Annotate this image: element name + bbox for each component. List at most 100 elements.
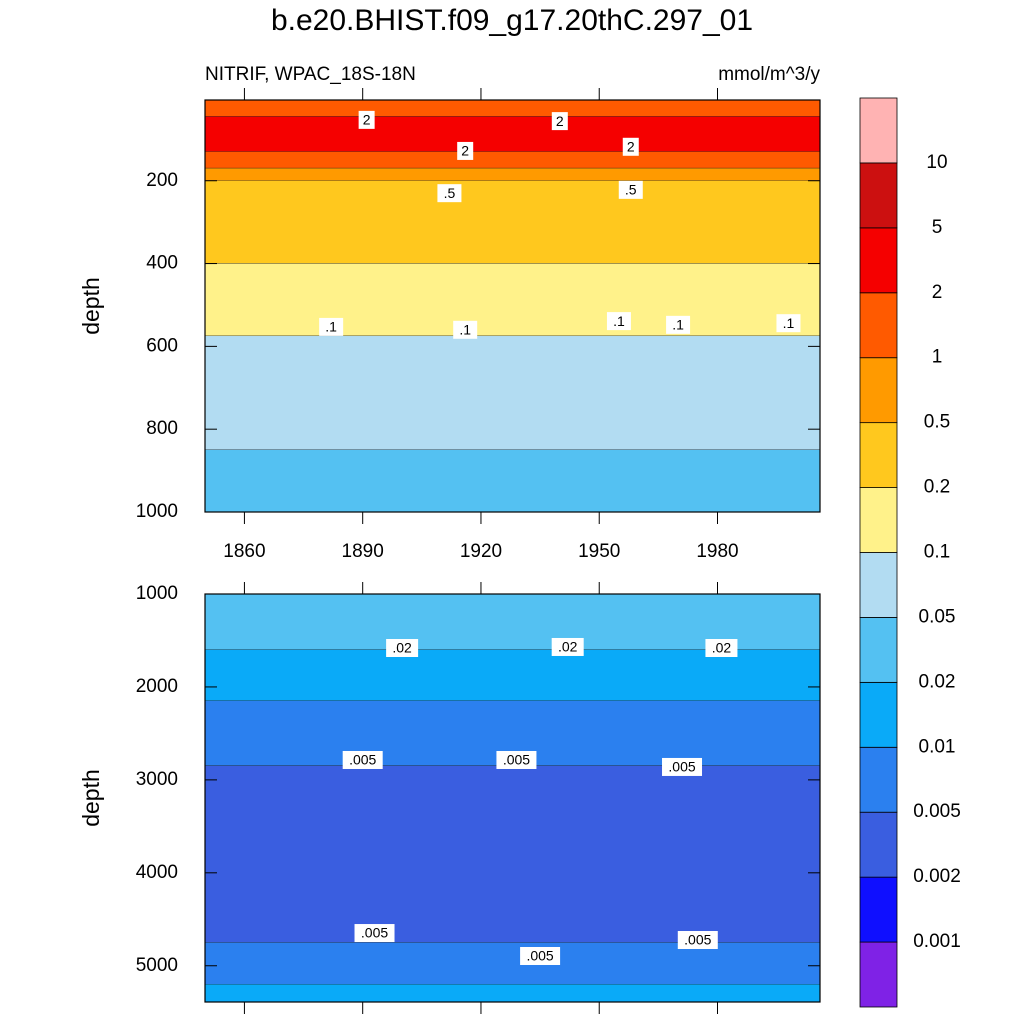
contour-label: .1 bbox=[459, 322, 471, 338]
contour-label-box bbox=[666, 315, 691, 334]
colorbar-label: 0.005 bbox=[913, 801, 961, 822]
contour-label-box bbox=[551, 112, 568, 131]
contour-label-box bbox=[358, 110, 375, 129]
contour-label-box bbox=[622, 137, 639, 156]
contour-label-box bbox=[776, 314, 801, 333]
y-tick-label: 2000 bbox=[136, 676, 178, 697]
contour-label: .02 bbox=[558, 639, 578, 655]
colorbar-label: 0.05 bbox=[919, 606, 956, 627]
contour-label-box bbox=[386, 638, 419, 657]
colorbar-label: 2 bbox=[932, 282, 943, 303]
colorbar-box bbox=[859, 811, 898, 878]
contour-label: 2 bbox=[627, 138, 635, 154]
units: mmol/m^3/y bbox=[718, 64, 820, 85]
colorbar-label: 0.1 bbox=[924, 542, 950, 563]
contour-band bbox=[205, 649, 820, 701]
x-tick-label: 1920 bbox=[460, 541, 502, 562]
contour-band bbox=[205, 180, 820, 264]
y-tick-label: 5000 bbox=[136, 955, 178, 976]
colorbar-label: 0.5 bbox=[924, 412, 950, 433]
x-tick-label: 1950 bbox=[578, 541, 620, 562]
subtitle: NITRIF, WPAC_18S-18N bbox=[205, 64, 416, 85]
contour-label: .005 bbox=[668, 759, 695, 775]
colorbar-box bbox=[859, 97, 898, 164]
chart-title: b.e20.BHIST.f09_g17.20thC.297_01 bbox=[271, 4, 753, 37]
contour-band bbox=[205, 336, 820, 450]
colorbar-label: 0.001 bbox=[913, 931, 961, 952]
colorbar-label: 0.2 bbox=[924, 477, 950, 498]
colorbar-box bbox=[859, 292, 898, 359]
colorbar-label: 0.002 bbox=[913, 866, 961, 887]
contour-band bbox=[205, 765, 820, 943]
contour-label: .02 bbox=[392, 640, 412, 656]
contour-label-box bbox=[520, 946, 561, 965]
y-tick-label: 200 bbox=[146, 170, 178, 191]
contour-label: 2 bbox=[363, 112, 371, 128]
contour-label-box bbox=[705, 638, 738, 657]
colorbar-box bbox=[859, 357, 898, 424]
colorbar-box bbox=[859, 227, 898, 294]
colorbar-label: 5 bbox=[932, 217, 943, 238]
y-tick-label: 1000 bbox=[136, 501, 178, 522]
contour-label-box bbox=[606, 312, 631, 331]
colorbar-label: 10 bbox=[926, 152, 947, 173]
contour-label-box bbox=[618, 180, 643, 199]
contour-label: .1 bbox=[672, 317, 684, 333]
contour-label: .1 bbox=[613, 313, 625, 329]
contour-label: .005 bbox=[349, 752, 376, 768]
contour-label-box bbox=[496, 750, 537, 769]
contour-band bbox=[205, 151, 820, 169]
contour-label: .5 bbox=[444, 185, 456, 201]
contour-label: .005 bbox=[684, 932, 711, 948]
contour-label: .005 bbox=[503, 752, 530, 768]
contour-label-box bbox=[453, 320, 478, 339]
contour-band bbox=[205, 116, 820, 152]
x-tick-label: 1890 bbox=[342, 541, 384, 562]
x-tick-label: 1860 bbox=[223, 541, 265, 562]
y-tick-label: 3000 bbox=[136, 769, 178, 790]
contour-band bbox=[205, 100, 820, 117]
y-tick-label: 800 bbox=[146, 418, 178, 439]
colorbar-box bbox=[859, 552, 898, 618]
y-tick-label: 400 bbox=[146, 253, 178, 274]
contour-label: .005 bbox=[361, 925, 388, 941]
colorbar-box bbox=[859, 941, 898, 1008]
x-tick-label: 1980 bbox=[696, 541, 738, 562]
contour-label: 2 bbox=[461, 143, 469, 159]
contour-label: .02 bbox=[712, 640, 732, 656]
contour-label: 2 bbox=[556, 113, 564, 129]
contour-label: .005 bbox=[526, 948, 553, 964]
contour-label: .5 bbox=[625, 182, 637, 198]
contour-label-box bbox=[662, 757, 703, 776]
plot-frame bbox=[204, 593, 821, 1003]
colorbar-box bbox=[859, 617, 898, 683]
contour-band bbox=[205, 942, 820, 985]
colorbar-box bbox=[859, 162, 898, 229]
contour-band bbox=[205, 984, 820, 1002]
contour-label: .1 bbox=[783, 315, 795, 331]
y-tick-label: 1000 bbox=[136, 583, 178, 604]
contour-label-box bbox=[551, 637, 584, 656]
colorbar-box bbox=[859, 487, 898, 553]
contour-label-box bbox=[437, 184, 462, 203]
colorbar-label: 1 bbox=[932, 347, 943, 368]
y-axis-label: depth bbox=[78, 769, 104, 827]
contour-label-box bbox=[354, 924, 395, 943]
y-tick-label: 600 bbox=[146, 335, 178, 356]
contour-label-box bbox=[677, 931, 718, 950]
colorbar-box bbox=[859, 681, 898, 748]
contour-band bbox=[205, 449, 820, 512]
colorbar-box bbox=[859, 746, 898, 813]
colorbar-box bbox=[859, 422, 898, 488]
colorbar-label: 0.02 bbox=[919, 671, 956, 692]
contour-band bbox=[205, 263, 820, 337]
plot-frame bbox=[204, 99, 821, 513]
contour-label-box bbox=[457, 141, 474, 160]
colorbar-label: 0.01 bbox=[919, 736, 956, 757]
contour-label-box bbox=[342, 750, 383, 769]
contour-band bbox=[205, 168, 820, 181]
y-axis-label: depth bbox=[78, 277, 104, 335]
contour-label: .1 bbox=[325, 319, 337, 335]
contour-label-box bbox=[319, 317, 344, 336]
